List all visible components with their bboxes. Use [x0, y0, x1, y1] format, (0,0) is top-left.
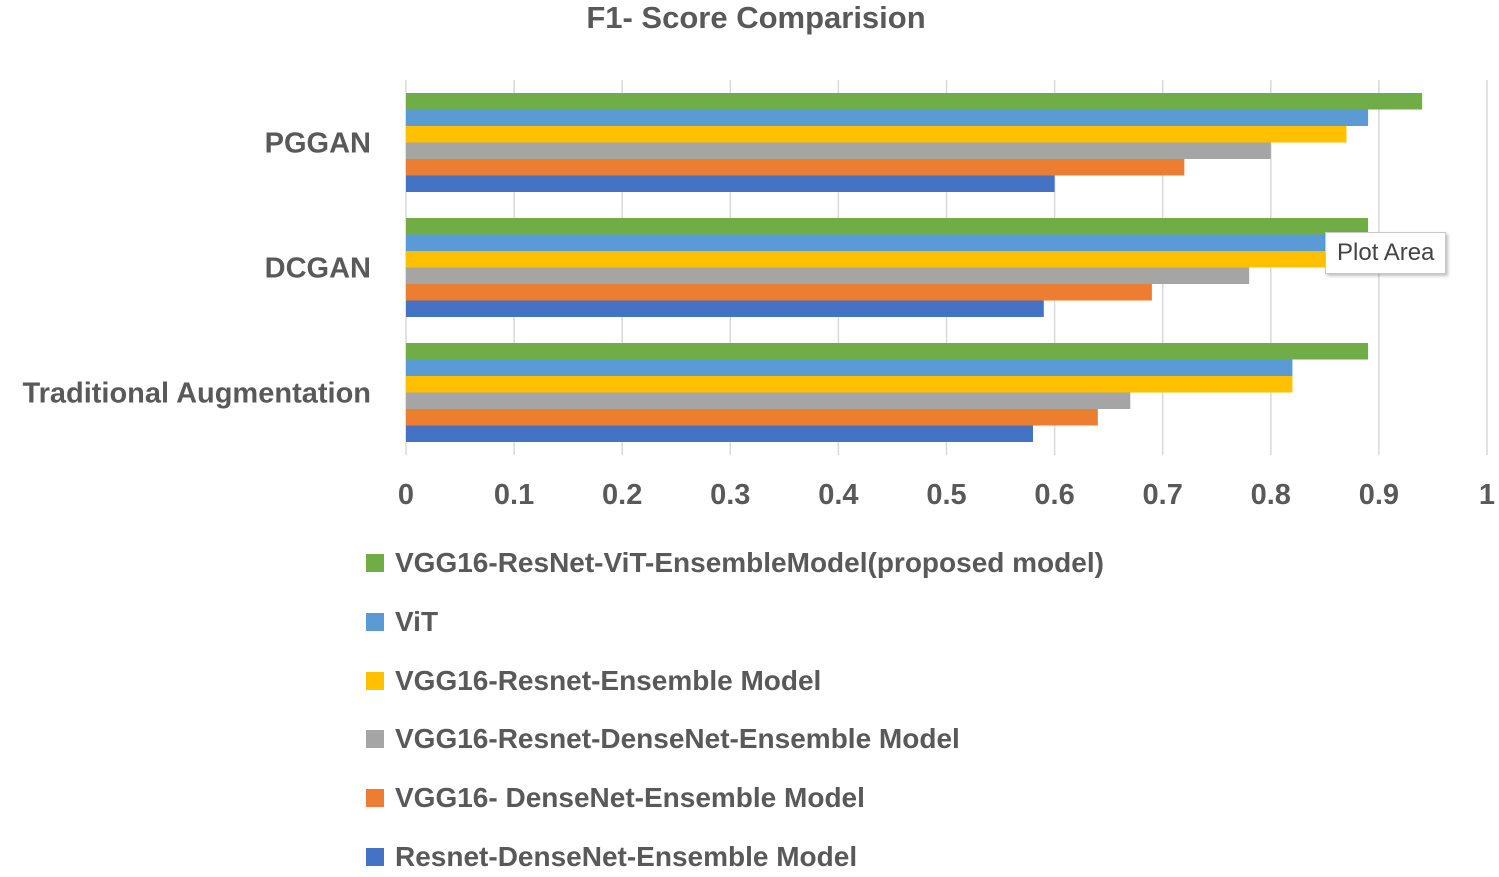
bar[interactable] [406, 93, 1423, 110]
legend-label: VGG16- DenseNet-Ensemble Model [395, 782, 865, 814]
category-label: DCGAN [265, 253, 371, 285]
bar[interactable] [406, 175, 1055, 193]
x-tick-label: 0.9 [1359, 479, 1399, 511]
x-tick-label: 0.4 [818, 479, 858, 511]
x-tick-label: 0.7 [1143, 479, 1183, 511]
legend-item[interactable]: VGG16-ResNet-ViT-EnsembleModel(proposed … [366, 543, 1104, 583]
legend-item[interactable]: VGG16-Resnet-DenseNet-Ensemble Model [366, 719, 960, 759]
legend-item[interactable]: Resnet-DenseNet-Ensemble Model [366, 837, 857, 877]
bar-group [406, 93, 1423, 443]
category-label: PGGAN [265, 128, 371, 160]
bar[interactable] [406, 126, 1347, 143]
x-tick-label: 0.2 [602, 479, 642, 511]
bar[interactable] [406, 159, 1185, 176]
x-tick-label: 0 [398, 479, 414, 511]
legend-item[interactable]: ViT [366, 602, 438, 642]
value-axis: 0 0.1 0.2 0.3 0.4 0.5 0.6 0.7 0.8 0.9 1 [398, 479, 1495, 511]
bar[interactable] [406, 409, 1098, 426]
legend-label: ViT [395, 605, 439, 637]
bar[interactable] [406, 251, 1336, 268]
x-tick-label: 0.3 [710, 479, 750, 511]
bar[interactable] [406, 218, 1369, 235]
x-tick-label: 0.5 [926, 479, 966, 511]
bar[interactable] [406, 343, 1369, 360]
legend-label: VGG16-Resnet-Ensemble Model [395, 664, 822, 696]
x-tick-label: 0.8 [1251, 479, 1291, 511]
legend-item[interactable]: VGG16- DenseNet-Ensemble Model [366, 778, 865, 818]
bar[interactable] [406, 142, 1271, 160]
legend-swatch [366, 671, 384, 690]
x-tick-label: 0.6 [1034, 479, 1074, 511]
bar[interactable] [406, 234, 1358, 252]
x-tick-label: 1 [1479, 479, 1495, 511]
chart-title: F1- Score Comparision [586, 0, 926, 35]
legend-swatch [366, 730, 384, 749]
bar[interactable] [406, 392, 1131, 410]
bar[interactable] [406, 267, 1250, 285]
category-label: Traditional Augmentation [22, 378, 371, 410]
legend-item[interactable]: VGG16-Resnet-Ensemble Model [366, 661, 821, 701]
legend-swatch [366, 612, 384, 631]
plot-area-tooltip: Plot Area [1325, 232, 1447, 274]
category-axis: PGGAN DCGAN Traditional Augmentation [22, 128, 371, 410]
bar[interactable] [406, 284, 1152, 301]
bar[interactable] [406, 109, 1369, 127]
legend-label: VGG16-Resnet-DenseNet-Ensemble Model [395, 723, 960, 755]
bar[interactable] [406, 359, 1293, 377]
legend-label: Resnet-DenseNet-Ensemble Model [395, 841, 858, 872]
bar[interactable] [406, 300, 1044, 318]
bar[interactable] [406, 425, 1033, 443]
legend-label: VGG16-ResNet-ViT-EnsembleModel(proposed … [395, 547, 1104, 578]
legend-swatch [366, 848, 384, 866]
bar[interactable] [406, 376, 1293, 393]
x-tick-label: 0.1 [494, 479, 534, 511]
legend-swatch [366, 554, 384, 572]
legend-swatch [366, 789, 384, 808]
